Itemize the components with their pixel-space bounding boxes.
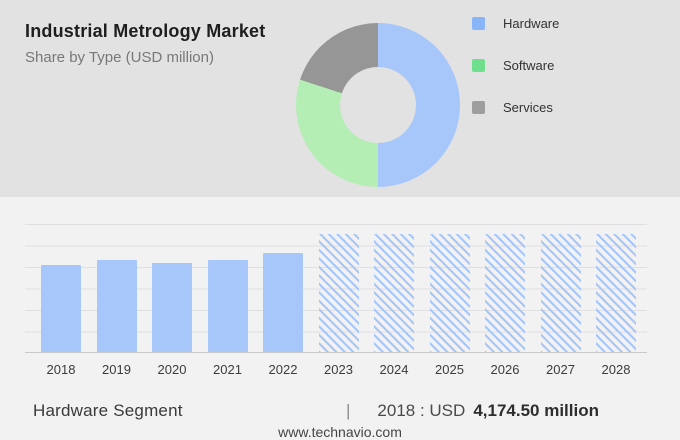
x-axis-label-2024: 2024 <box>379 362 409 377</box>
hardware-swatch-icon <box>472 17 485 30</box>
bar-slot-2019: 2019 <box>96 224 137 377</box>
bar-2028 <box>596 233 636 353</box>
bar-series: 2018 2019 2020 2021 2022 2023 2024 2025 2026 2027… <box>41 224 636 377</box>
website-link: www.technavio.com <box>278 424 402 440</box>
bar-2025 <box>429 233 470 353</box>
x-axis-label-2027: 2027 <box>546 362 575 377</box>
x-axis-label-2026: 2026 <box>490 362 520 377</box>
legend-item-services: Services <box>472 100 559 115</box>
legend-item-hardware: Hardware <box>472 16 560 31</box>
x-axis-label-2021: 2021 <box>213 362 242 377</box>
x-axis-label-2020: 2020 <box>157 362 187 377</box>
bar-2023 <box>318 233 359 353</box>
bar-2024 <box>374 233 414 353</box>
legend-label: Hardware <box>503 16 560 31</box>
footer-value-bold: 4,174.50 million <box>473 401 599 420</box>
legend-label: Services <box>503 100 553 115</box>
bar-slot-2018: 2018 <box>41 224 81 377</box>
x-axis-label-2019: 2019 <box>102 362 131 377</box>
x-axis-label-2018: 2018 <box>46 362 76 377</box>
bar-slot-2028: 2028 <box>596 224 636 377</box>
bar-2020 <box>152 262 192 353</box>
footer-value-line: 2018 : USD 4,174.50 million <box>377 401 599 421</box>
bar-slot-2027: 2027 <box>540 224 581 377</box>
bar-chart-plot: 2018 2019 2020 2021 2022 2023 2024 2025 2026 2027… <box>25 224 647 377</box>
page-subtitle: Share by Type (USD million) <box>25 49 214 66</box>
software-swatch-icon <box>472 59 485 72</box>
footer-value-prefix: 2018 : USD <box>377 401 466 420</box>
bar-slot-2026: 2026 <box>485 224 525 377</box>
x-axis-label-2022: 2022 <box>268 362 298 377</box>
bar-slot-2025: 2025 <box>429 224 470 377</box>
donut-legend: Hardware Software Services <box>472 16 560 143</box>
bar-chart-panel: 2018 2019 2020 2021 2022 2023 2024 2025 2026 2027… <box>0 197 680 440</box>
page-title: Industrial Metrology Market <box>25 21 266 41</box>
legend-label: Software <box>503 58 555 73</box>
footer-separator: | <box>346 401 351 420</box>
donut-chart <box>296 23 460 187</box>
bar-slot-2020: 2020 <box>152 224 192 377</box>
bar-2018 <box>41 264 81 353</box>
footer-value-group: | 2018 : USD 4,174.50 million <box>346 401 599 421</box>
bar-2019 <box>96 259 137 353</box>
x-axis-label-2028: 2028 <box>601 362 631 377</box>
legend-item-software: Software <box>472 58 559 73</box>
bar-2027 <box>540 233 581 353</box>
services-swatch-icon <box>472 101 485 114</box>
x-axis-label-2025: 2025 <box>435 362 464 377</box>
bar-2021 <box>207 259 248 353</box>
x-axis-line <box>25 352 647 353</box>
x-axis-label-2023: 2023 <box>324 362 353 377</box>
bar-slot-2022: 2022 <box>263 224 303 377</box>
bar-slot-2024: 2024 <box>374 224 414 377</box>
bar-2026 <box>485 233 525 353</box>
segment-label: Hardware Segment <box>33 401 183 420</box>
bar-slot-2023: 2023 <box>318 224 359 377</box>
header-panel: Industrial Metrology Market Share by Typ… <box>0 0 680 197</box>
bar-slot-2021: 2021 <box>207 224 248 377</box>
bar-2022 <box>263 252 303 353</box>
